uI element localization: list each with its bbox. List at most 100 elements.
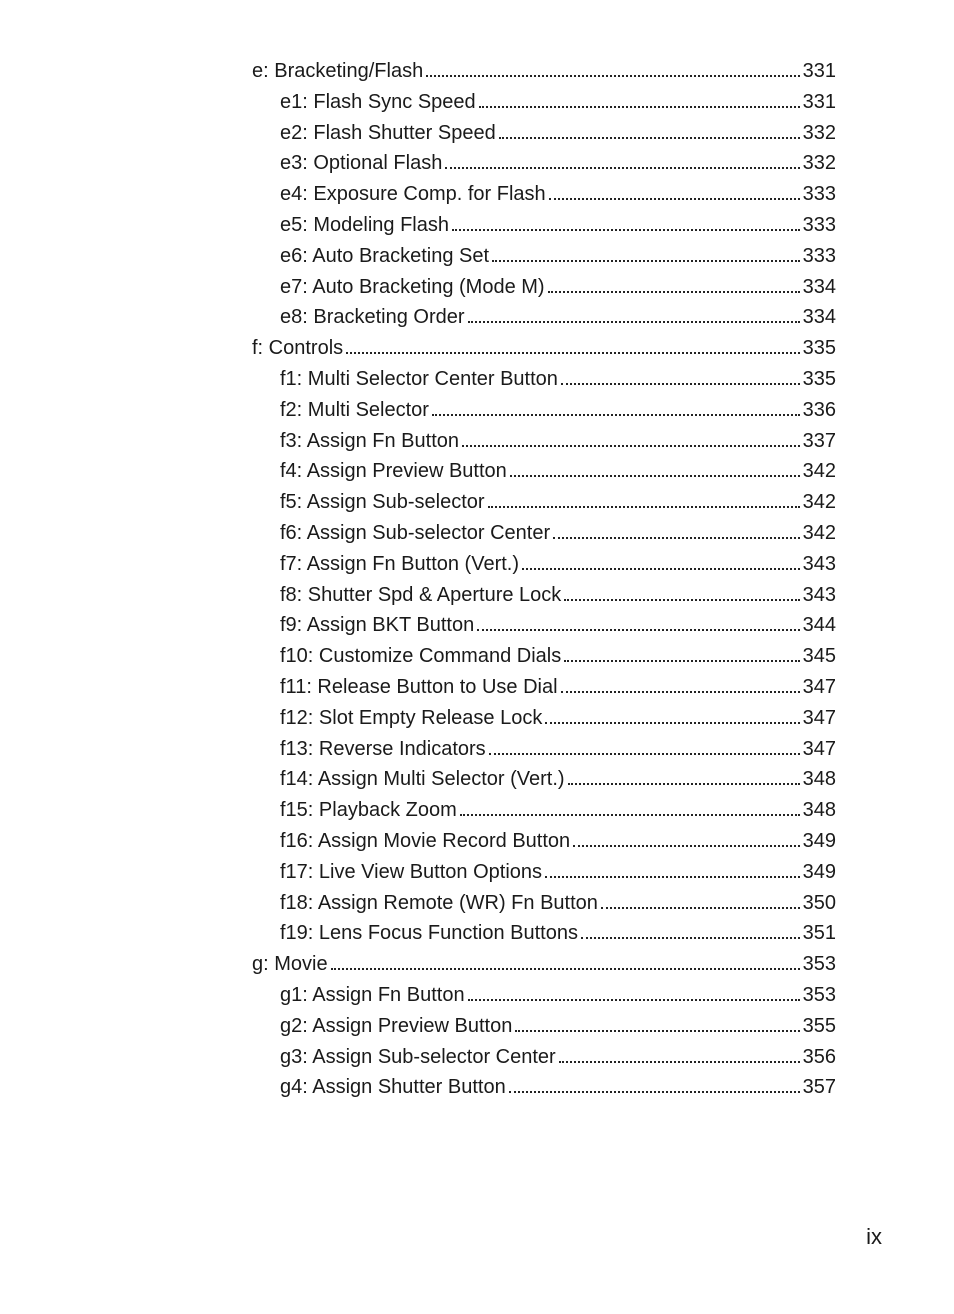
toc-entry[interactable]: f9: Assign BKT Button344 [252,610,836,641]
toc-entry-page: 332 [803,118,836,149]
toc-entry[interactable]: f8: Shutter Spd & Aperture Lock 343 [252,580,836,611]
toc-entry[interactable]: f11: Release Button to Use Dial 347 [252,672,836,703]
toc-entry-label: g4: Assign Shutter Button [280,1072,506,1103]
toc-entry-label: e6: Auto Bracketing Set [280,241,489,272]
toc-entry-label: f12: Slot Empty Release Lock [280,703,542,734]
toc-entry-page: 333 [803,179,836,210]
toc-leader [509,1075,800,1093]
toc-leader [460,798,800,816]
toc-entry[interactable]: f7: Assign Fn Button (Vert.)343 [252,549,836,580]
toc-entry-label: f4: Assign Preview Button [280,456,507,487]
toc-entry[interactable]: g2: Assign Preview Button355 [252,1011,836,1042]
toc-leader [492,244,800,262]
toc-entry-label: f11: Release Button to Use Dial [280,672,558,703]
toc-container: e: Bracketing/Flash331e1: Flash Sync Spe… [252,56,836,1103]
toc-entry-label: f7: Assign Fn Button (Vert.) [280,549,519,580]
toc-entry-page: 343 [803,580,836,611]
toc-leader [331,952,800,970]
toc-entry[interactable]: e1: Flash Sync Speed331 [252,87,836,118]
toc-entry-label: e2: Flash Shutter Speed [280,118,496,149]
toc-entry-page: 342 [803,487,836,518]
toc-leader [479,90,800,108]
toc-entry[interactable]: g4: Assign Shutter Button 357 [252,1072,836,1103]
toc-entry[interactable]: g: Movie353 [252,949,836,980]
toc-entry-label: f3: Assign Fn Button [280,426,459,457]
toc-entry-label: f8: Shutter Spd & Aperture Lock [280,580,561,611]
toc-entry-label: g1: Assign Fn Button [280,980,465,1011]
toc-leader [426,59,799,77]
toc-entry-page: 353 [803,980,836,1011]
toc-entry[interactable]: e5: Modeling Flash 333 [252,210,836,241]
toc-leader [515,1014,799,1032]
toc-leader [462,429,800,447]
toc-entry-page: 355 [803,1011,836,1042]
toc-entry[interactable]: f10: Customize Command Dials345 [252,641,836,672]
toc-entry[interactable]: g1: Assign Fn Button 353 [252,980,836,1011]
toc-leader [548,275,800,293]
toc-entry-page: 334 [803,302,836,333]
toc-entry-label: e8: Bracketing Order [280,302,465,333]
toc-entry[interactable]: f15: Playback Zoom348 [252,795,836,826]
toc-entry[interactable]: f13: Reverse Indicators 347 [252,734,836,765]
toc-entry[interactable]: f18: Assign Remote (WR) Fn Button350 [252,888,836,919]
toc-entry-page: 347 [803,672,836,703]
toc-leader [559,1045,800,1063]
toc-leader [432,398,800,416]
toc-entry-page: 332 [803,148,836,179]
toc-entry[interactable]: f1: Multi Selector Center Button335 [252,364,836,395]
toc-entry-label: f15: Playback Zoom [280,795,457,826]
toc-entry-label: f14: Assign Multi Selector (Vert.) [280,764,565,795]
toc-leader [346,336,799,354]
toc-leader [468,305,800,323]
toc-entry[interactable]: f2: Multi Selector336 [252,395,836,426]
toc-entry-page: 337 [803,426,836,457]
toc-leader [564,644,799,662]
toc-leader [549,182,800,200]
toc-entry[interactable]: e6: Auto Bracketing Set333 [252,241,836,272]
toc-leader [573,829,799,847]
toc-entry-page: 347 [803,734,836,765]
toc-entry-label: f19: Lens Focus Function Buttons [280,918,578,949]
toc-entry-label: g: Movie [252,949,328,980]
toc-entry-page: 335 [803,333,836,364]
toc-entry[interactable]: e: Bracketing/Flash331 [252,56,836,87]
toc-entry[interactable]: f5: Assign Sub-selector342 [252,487,836,518]
toc-entry[interactable]: e7: Auto Bracketing (Mode M)334 [252,272,836,303]
toc-entry-page: 331 [803,56,836,87]
toc-leader [581,921,800,939]
toc-entry-label: e5: Modeling Flash [280,210,449,241]
toc-entry-label: e7: Auto Bracketing (Mode M) [280,272,545,303]
toc-entry[interactable]: f17: Live View Button Options349 [252,857,836,888]
toc-entry[interactable]: f16: Assign Movie Record Button349 [252,826,836,857]
toc-entry-page: 351 [803,918,836,949]
toc-entry-page: 345 [803,641,836,672]
toc-entry-label: g3: Assign Sub-selector Center [280,1042,556,1073]
toc-entry[interactable]: e8: Bracketing Order 334 [252,302,836,333]
toc-leader [522,552,800,570]
toc-entry-label: f16: Assign Movie Record Button [280,826,570,857]
toc-leader [445,151,799,169]
toc-entry[interactable]: f3: Assign Fn Button 337 [252,426,836,457]
toc-entry[interactable]: f6: Assign Sub-selector Center342 [252,518,836,549]
toc-leader [545,860,800,878]
toc-leader [561,367,800,385]
toc-entry-page: 356 [803,1042,836,1073]
toc-entry[interactable]: f19: Lens Focus Function Buttons 351 [252,918,836,949]
toc-entry[interactable]: f4: Assign Preview Button342 [252,456,836,487]
toc-entry-page: 333 [803,210,836,241]
toc-leader [499,121,800,139]
toc-entry-page: 357 [803,1072,836,1103]
toc-entry[interactable]: g3: Assign Sub-selector Center 356 [252,1042,836,1073]
toc-leader [468,983,800,1001]
toc-entry[interactable]: f14: Assign Multi Selector (Vert.)348 [252,764,836,795]
toc-entry[interactable]: f: Controls335 [252,333,836,364]
toc-leader [488,490,800,508]
toc-leader [452,213,800,231]
toc-entry-label: f1: Multi Selector Center Button [280,364,558,395]
toc-entry[interactable]: e2: Flash Shutter Speed 332 [252,118,836,149]
toc-entry[interactable]: e3: Optional Flash332 [252,148,836,179]
toc-entry-label: e4: Exposure Comp. for Flash [280,179,546,210]
toc-entry-label: f13: Reverse Indicators [280,734,486,765]
toc-entry[interactable]: e4: Exposure Comp. for Flash 333 [252,179,836,210]
toc-entry[interactable]: f12: Slot Empty Release Lock347 [252,703,836,734]
